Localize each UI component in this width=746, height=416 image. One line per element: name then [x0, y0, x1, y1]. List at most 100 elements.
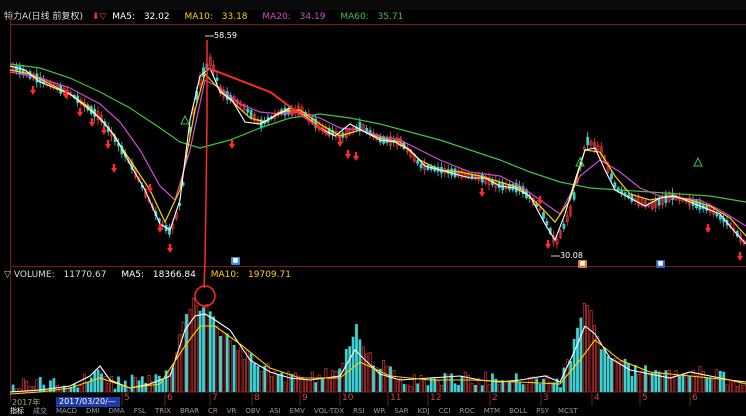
indicator-tab[interactable]: VR: [226, 407, 237, 415]
sell-arrow-icon: [30, 90, 36, 95]
info-flag-icon[interactable]: ■: [656, 260, 665, 268]
indicator-tab[interactable]: DMA: [108, 407, 125, 415]
indicator-tab[interactable]: MACD: [56, 407, 77, 415]
panel-divider: [10, 266, 746, 267]
indicator-tab[interactable]: EMV: [289, 407, 305, 415]
indicator-tab[interactable]: DMI: [85, 407, 100, 415]
vol-ma10-line: [9, 325, 746, 395]
volume-bar: [423, 380, 426, 393]
volume-bar: [712, 379, 715, 393]
indicator-tab[interactable]: VOL-TDX: [313, 407, 345, 415]
sell-arrow-icon: [545, 244, 551, 249]
volume-bar: [681, 374, 685, 393]
indicator-tab[interactable]: MCST: [558, 407, 578, 415]
volume-bar: [283, 381, 287, 393]
sell-arrow-icon: [157, 228, 163, 233]
candle-body: [657, 198, 661, 206]
volume-bar: [497, 383, 501, 393]
volume-bar: [229, 340, 233, 393]
volume-bar: [623, 358, 627, 393]
sell-arrow-icon: [537, 200, 543, 205]
volume-bar: [596, 336, 600, 393]
price-candles: [11, 53, 746, 249]
indicator-tab[interactable]: KDJ: [417, 407, 430, 415]
volume-bar: [392, 370, 396, 393]
volume-bar: [273, 371, 277, 393]
volume-legend: ▽ VOLUME: 11770.67 MA5: 18366.84 MA10: 19…: [4, 268, 303, 282]
volume-bar: [443, 373, 447, 393]
month-tick-label: 5: [642, 393, 648, 403]
sell-arrow-icon: [337, 142, 343, 147]
volume-bar: [579, 317, 583, 393]
indicator-tab[interactable]: WR: [373, 407, 386, 415]
volume-bar: [613, 358, 617, 393]
sell-signal-arrows: [30, 86, 743, 261]
indicator-tab[interactable]: CCI: [438, 407, 451, 415]
sell-arrow-stem: [78, 108, 82, 112]
info-flag-icon[interactable]: ■: [231, 257, 240, 265]
candle-body: [416, 160, 420, 164]
month-tick-label: 5: [124, 393, 130, 403]
indicator-tab[interactable]: SAR: [394, 407, 409, 415]
volume-bar: [725, 384, 729, 393]
volume-bar: [467, 375, 471, 393]
candle-body: [470, 174, 474, 178]
volume-bar: [491, 373, 494, 393]
volume-bar: [460, 375, 464, 393]
sell-arrow-stem: [290, 108, 294, 112]
candle-body: [460, 170, 464, 178]
down-arrow-icon: ⬇▽: [91, 12, 107, 22]
indicator-tab[interactable]: PSY: [536, 407, 550, 415]
indicator-tab[interactable]: ROC: [459, 407, 475, 415]
buy-signal-icon: [180, 114, 190, 125]
indicator-tab[interactable]: FSL: [133, 407, 146, 415]
indicator-tab[interactable]: RSI: [353, 407, 365, 415]
volume-bar: [113, 388, 117, 393]
volume-bars: [11, 298, 746, 393]
volume-bar: [304, 380, 307, 393]
sell-arrow-stem: [480, 188, 484, 192]
volume-bar: [463, 371, 467, 393]
indicator-tab[interactable]: TRIX: [154, 407, 171, 415]
month-tick-label: 8: [254, 393, 260, 403]
cursor-date-box: 2017/03/20/—: [56, 397, 120, 407]
volume-bar: [317, 374, 321, 393]
vol-ma5-line: [9, 313, 746, 393]
sell-arrow-stem: [106, 140, 110, 144]
candle-body: [596, 145, 600, 151]
volume-bar: [242, 359, 246, 393]
info-flag-icon[interactable]: ■: [578, 260, 587, 268]
volume-bar: [344, 348, 348, 393]
candle-body: [484, 175, 488, 184]
volume-bar: [93, 371, 97, 393]
price-legend: 特力A(日线 前复权) ⬇▽ MA5: 32.02 MA10: 33.18 MA…: [4, 10, 415, 24]
volume-bar: [225, 333, 229, 393]
month-tick-label: 9: [302, 393, 308, 403]
volume-bar: [18, 388, 22, 393]
volume-bar: [202, 307, 205, 393]
indicator-tab[interactable]: BOLL: [509, 407, 528, 415]
volume-bar: [253, 363, 256, 393]
candle-body: [545, 220, 549, 226]
candle-body: [246, 108, 250, 113]
volume-bar: [25, 380, 29, 393]
month-tick-label: 7: [212, 393, 218, 403]
volume-bar: [647, 374, 651, 393]
indicator-tab[interactable]: OBV: [245, 407, 261, 415]
volume-bar: [21, 378, 25, 393]
indicator-tab[interactable]: CR: [208, 407, 218, 415]
candle-body: [212, 64, 216, 72]
indicator-tab[interactable]: ASI: [269, 407, 281, 415]
indicator-tab[interactable]: MTM: [483, 407, 501, 415]
indicator-tab[interactable]: BRAR: [179, 407, 199, 415]
candle-body: [215, 77, 219, 81]
sell-arrow-stem: [112, 164, 116, 168]
ma5-legend: MA5: 32.02: [112, 12, 170, 22]
volume-bar: [446, 374, 450, 393]
indicator-tab[interactable]: 指标: [10, 407, 24, 415]
volume-bar: [739, 381, 743, 393]
volume-bar: [654, 370, 658, 393]
collapse-icon[interactable]: ▽: [4, 270, 11, 280]
volume-bar: [358, 339, 362, 393]
indicator-tab[interactable]: 成交: [33, 407, 47, 415]
